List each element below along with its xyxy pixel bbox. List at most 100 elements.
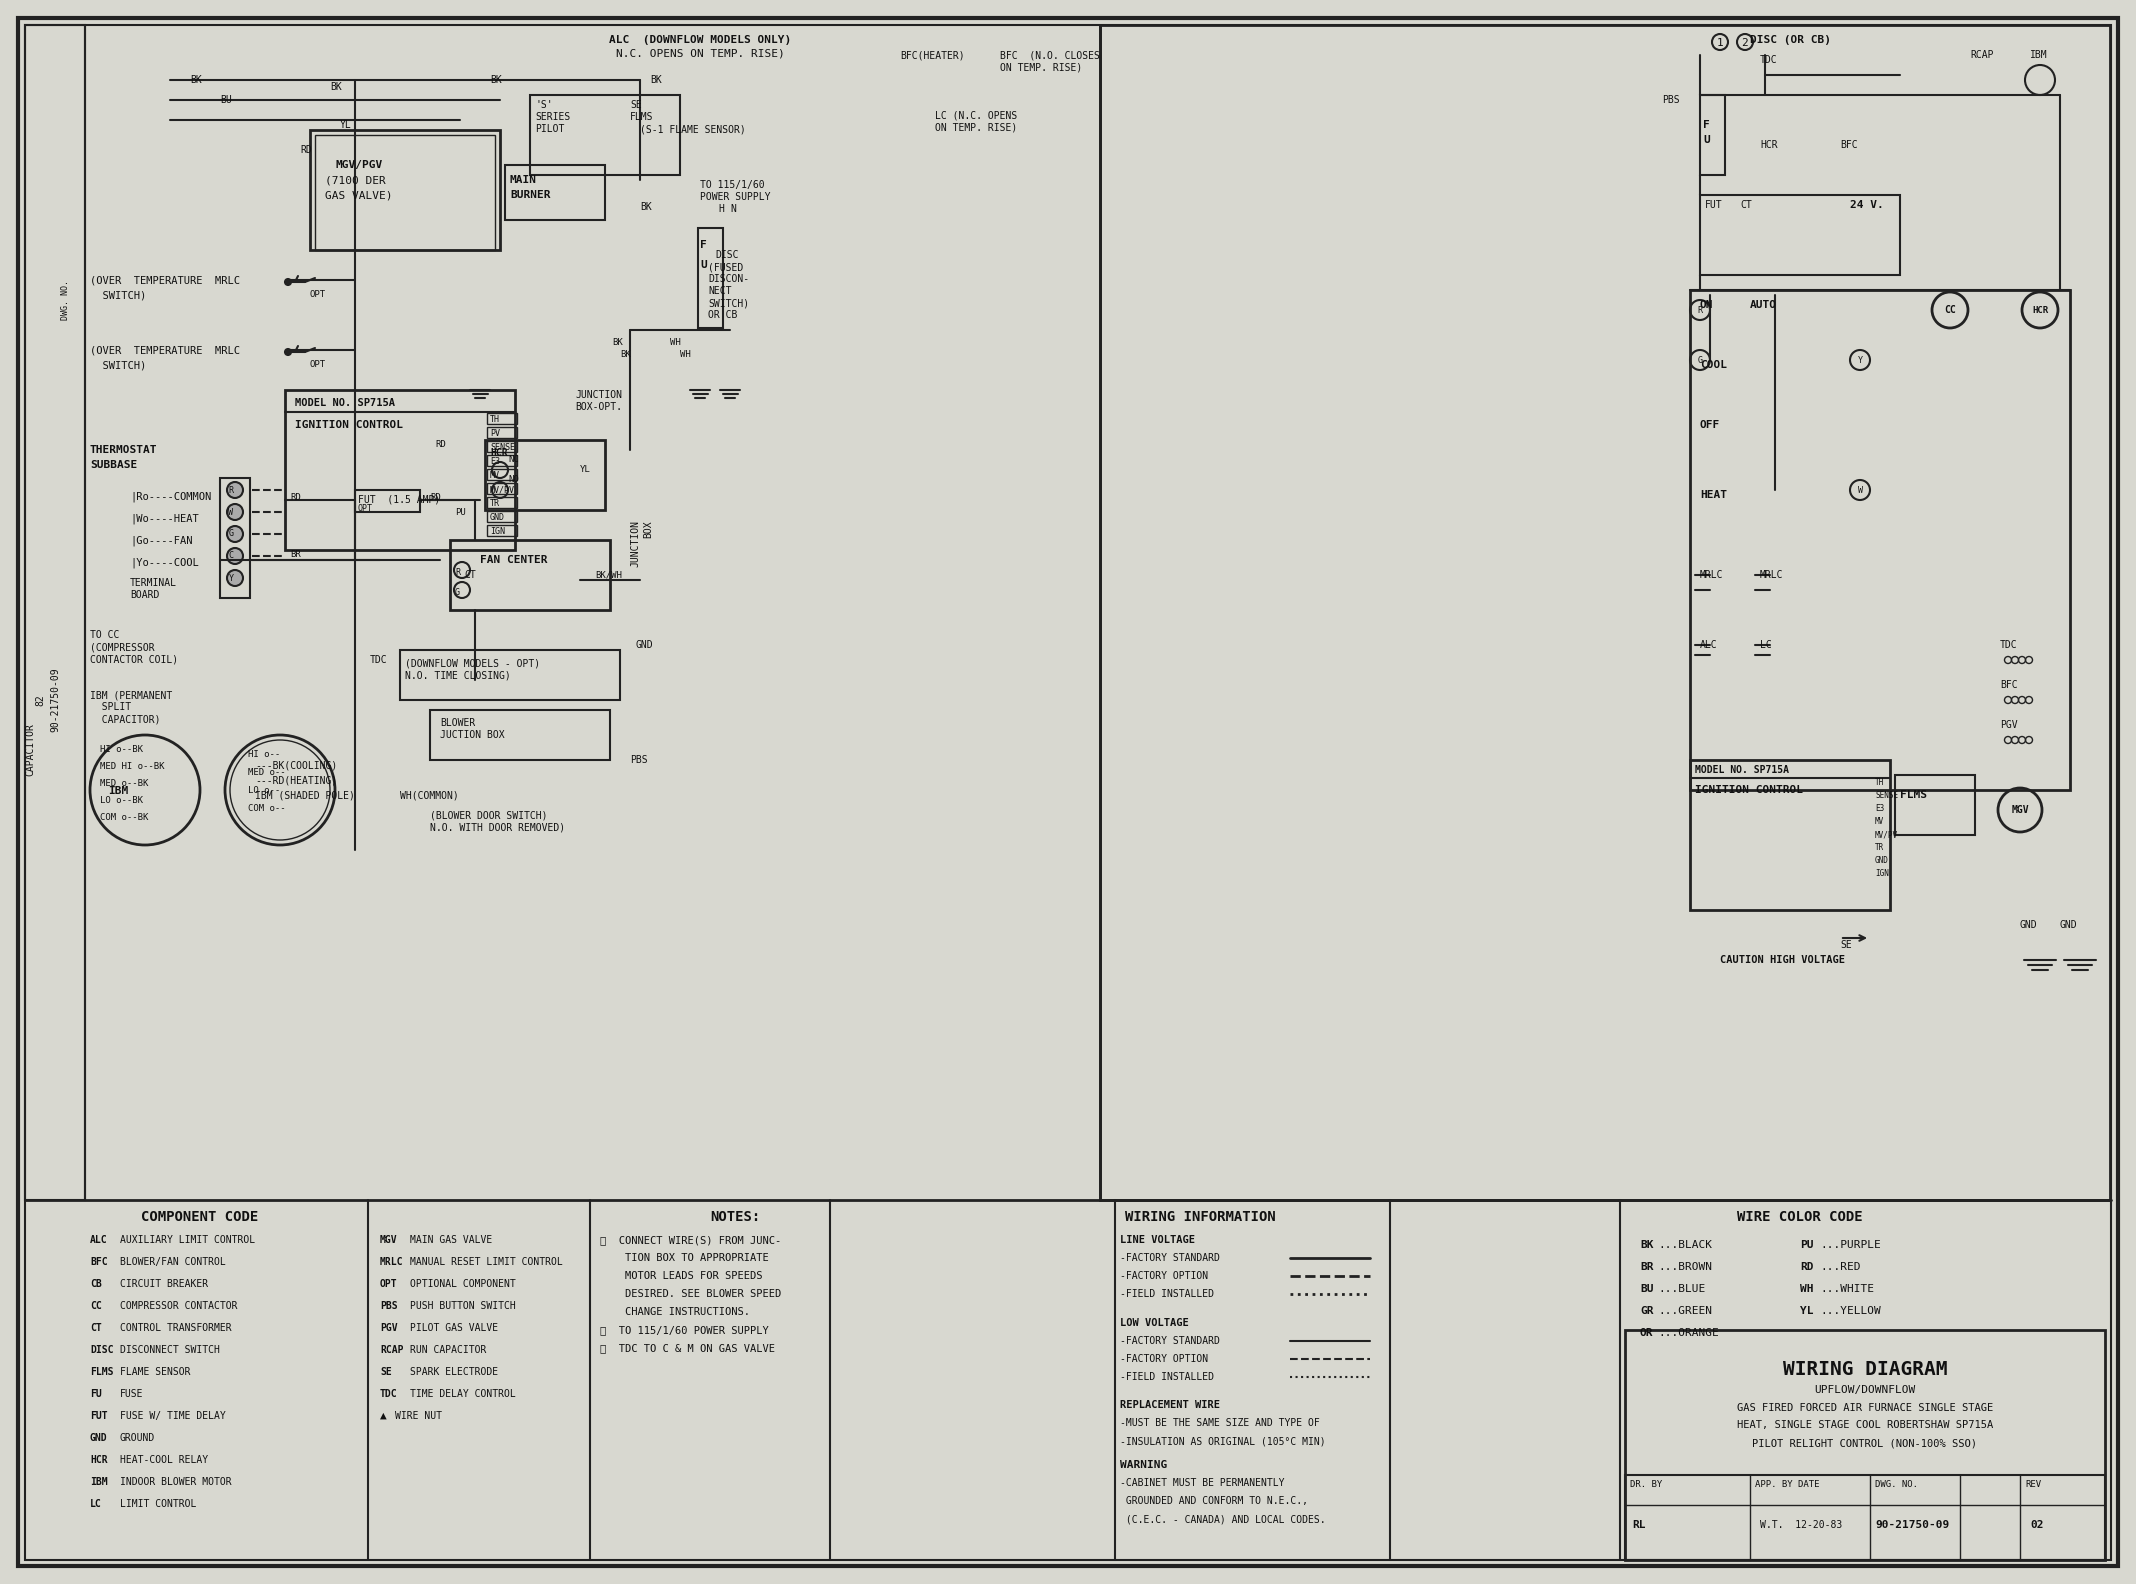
Text: W.T.  12-20-83: W.T. 12-20-83 [1760,1521,1841,1530]
Text: HCR: HCR [90,1456,107,1465]
Text: TDC: TDC [1760,55,1777,65]
Bar [698,228,722,328]
Bar [310,130,500,250]
Text: OR CB: OR CB [707,310,737,320]
Text: TDC: TDC [370,656,387,665]
Text: BK: BK [190,74,201,86]
Text: BURNER: BURNER [511,190,551,200]
Text: DWG. NO.: DWG. NO. [60,280,70,320]
Text: Y: Y [229,573,233,583]
Bar [487,497,517,508]
Text: OPT: OPT [310,290,327,299]
Text: BLOWER: BLOWER [440,718,474,729]
Text: G: G [229,529,233,539]
Text: |Ro----COMMON: |Ro----COMMON [130,491,211,502]
Text: BU: BU [220,95,231,105]
Text: 24 V.: 24 V. [1850,200,1884,211]
Text: ...PURPLE: ...PURPLE [1820,1240,1882,1250]
Text: MANUAL RESET LIMIT CONTROL: MANUAL RESET LIMIT CONTROL [410,1258,562,1267]
Text: HI o--: HI o-- [248,749,280,759]
Bar [26,25,85,1201]
Text: MAIN GAS VALVE: MAIN GAS VALVE [410,1236,491,1245]
Text: BFC(HEATER): BFC(HEATER) [899,51,965,60]
Text: MGV: MGV [2012,805,2029,816]
Bar [487,440,517,451]
Text: NOTES:: NOTES: [709,1210,760,1224]
Text: (OVER  TEMPERATURE  MRLC: (OVER TEMPERATURE MRLC [90,276,239,285]
Text: |Wo----HEAT: |Wo----HEAT [130,513,199,523]
Text: GND: GND [1875,855,1888,865]
Text: -INSULATION AS ORIGINAL (105°C MIN): -INSULATION AS ORIGINAL (105°C MIN) [1119,1437,1326,1446]
Text: TDC: TDC [1999,640,2019,649]
Text: PILOT: PILOT [534,124,564,135]
Text: COM o--BK: COM o--BK [100,813,147,822]
Text: YL: YL [340,120,352,130]
Bar [1690,290,2070,790]
Bar [487,469,517,480]
Text: APP. BY DATE: APP. BY DATE [1756,1479,1820,1489]
Text: MGV: MGV [380,1236,397,1245]
Text: SENSE: SENSE [1875,790,1899,800]
Text: MRLC: MRLC [1700,570,1724,580]
Text: GND: GND [90,1434,107,1443]
Text: WH: WH [671,337,681,347]
Text: MED HI o--BK: MED HI o--BK [100,762,164,771]
Text: BU: BU [1640,1285,1653,1294]
Bar [487,455,517,466]
Bar [355,489,421,512]
Text: SE: SE [380,1367,391,1376]
Text: BFC: BFC [1839,139,1858,150]
Bar [487,428,517,439]
Text: (C.E.C. - CANADA) AND LOCAL CODES.: (C.E.C. - CANADA) AND LOCAL CODES. [1119,1514,1326,1524]
Bar [485,440,604,510]
Bar [487,413,517,425]
Text: MV: MV [489,470,500,480]
Text: TION BOX TO APPROPRIATE: TION BOX TO APPROPRIATE [600,1253,769,1262]
Text: SPARK ELECTRODE: SPARK ELECTRODE [410,1367,498,1376]
Text: ...BROWN: ...BROWN [1658,1262,1711,1272]
Text: TH: TH [489,415,500,425]
Text: R: R [1698,306,1702,315]
Text: (BLOWER DOOR SWITCH): (BLOWER DOOR SWITCH) [429,809,547,821]
Text: LC (N.C. OPENS: LC (N.C. OPENS [936,109,1017,120]
Text: CONTACTOR COIL): CONTACTOR COIL) [90,654,177,664]
Text: E3: E3 [1875,805,1884,813]
Text: -FIELD INSTALLED: -FIELD INSTALLED [1119,1372,1213,1381]
Text: MGV/PGV: MGV/PGV [335,160,382,169]
Text: ON TEMP. RISE): ON TEMP. RISE) [936,122,1017,131]
Text: -FACTORY OPTION: -FACTORY OPTION [1119,1270,1209,1281]
Text: ---RD(HEATING): ---RD(HEATING) [254,775,337,786]
Text: ...YELLOW: ...YELLOW [1820,1305,1882,1316]
Text: GND: GND [634,640,654,649]
Text: DESIRED. SEE BLOWER SPEED: DESIRED. SEE BLOWER SPEED [600,1289,782,1299]
Text: N.O. WITH DOOR REMOVED): N.O. WITH DOOR REMOVED) [429,822,566,832]
Text: W: W [1858,486,1863,494]
Bar [487,483,517,494]
Bar [1625,1475,2104,1560]
Text: (S-1 FLAME SENSOR): (S-1 FLAME SENSOR) [641,124,745,135]
Text: TO 115/1/60: TO 115/1/60 [701,181,765,190]
Text: BK: BK [613,337,624,347]
Text: BOX-OPT.: BOX-OPT. [575,402,622,412]
Text: BK/WH: BK/WH [596,570,622,580]
Text: JUNCTION: JUNCTION [575,390,622,401]
Text: N.O. TIME CLOSING): N.O. TIME CLOSING) [406,670,511,680]
Text: AUTO: AUTO [1749,299,1777,310]
Circle shape [226,504,244,520]
Bar [1700,95,1726,174]
Text: BK: BK [1640,1240,1653,1250]
Text: WIRING DIAGRAM: WIRING DIAGRAM [1784,1361,1948,1380]
Text: RD: RD [290,493,301,502]
Text: LO o--: LO o-- [248,786,280,795]
Text: FUSE W/ TIME DELAY: FUSE W/ TIME DELAY [120,1411,226,1421]
Text: PU: PU [1801,1240,1813,1250]
Text: HCR: HCR [489,448,508,458]
Text: YL: YL [581,466,592,474]
Text: DISCONNECT SWITCH: DISCONNECT SWITCH [120,1345,220,1354]
Text: (7100 DER: (7100 DER [325,174,387,185]
Text: BK: BK [489,74,502,86]
Text: BR: BR [1640,1262,1653,1272]
Text: G: G [455,588,459,597]
Text: MRLC: MRLC [1760,570,1784,580]
Text: FLMS: FLMS [630,112,654,122]
